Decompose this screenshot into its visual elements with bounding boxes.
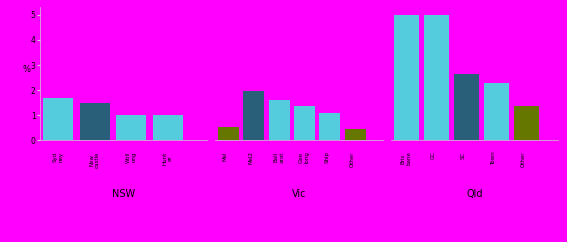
Bar [153,115,183,140]
Bar [218,127,239,140]
Text: Town: Town [491,151,502,165]
Bar [43,98,73,140]
Text: Ball
arat: Ball arat [274,151,285,163]
Text: Hunt
er: Hunt er [162,151,173,165]
Bar [345,129,366,140]
Text: SC: SC [461,151,472,159]
Text: Mel2: Mel2 [248,151,259,165]
X-axis label: Vic: Vic [292,189,306,199]
Bar [243,91,264,140]
Text: Other: Other [350,151,361,167]
X-axis label: NSW: NSW [112,189,135,199]
Bar [269,100,290,140]
Text: Woll
ong: Woll ong [126,151,137,163]
Text: Mel: Mel [223,151,234,161]
Bar [294,106,315,140]
Text: Gee
long: Gee long [299,151,310,163]
Bar [514,106,539,140]
Bar [424,15,448,140]
Bar [79,103,109,140]
Text: Syd
ney: Syd ney [53,151,64,162]
Bar [484,83,509,140]
X-axis label: Qld: Qld [467,189,483,199]
Bar [394,15,418,140]
Bar [319,113,340,140]
Text: Bris
bane: Bris bane [401,151,412,165]
Y-axis label: %: % [23,65,31,74]
Bar [454,74,479,140]
Text: Ship: Ship [324,151,335,164]
Text: Other: Other [521,151,532,167]
Bar [116,115,146,140]
Text: New
castle: New castle [89,151,100,168]
Text: GC: GC [431,151,442,159]
